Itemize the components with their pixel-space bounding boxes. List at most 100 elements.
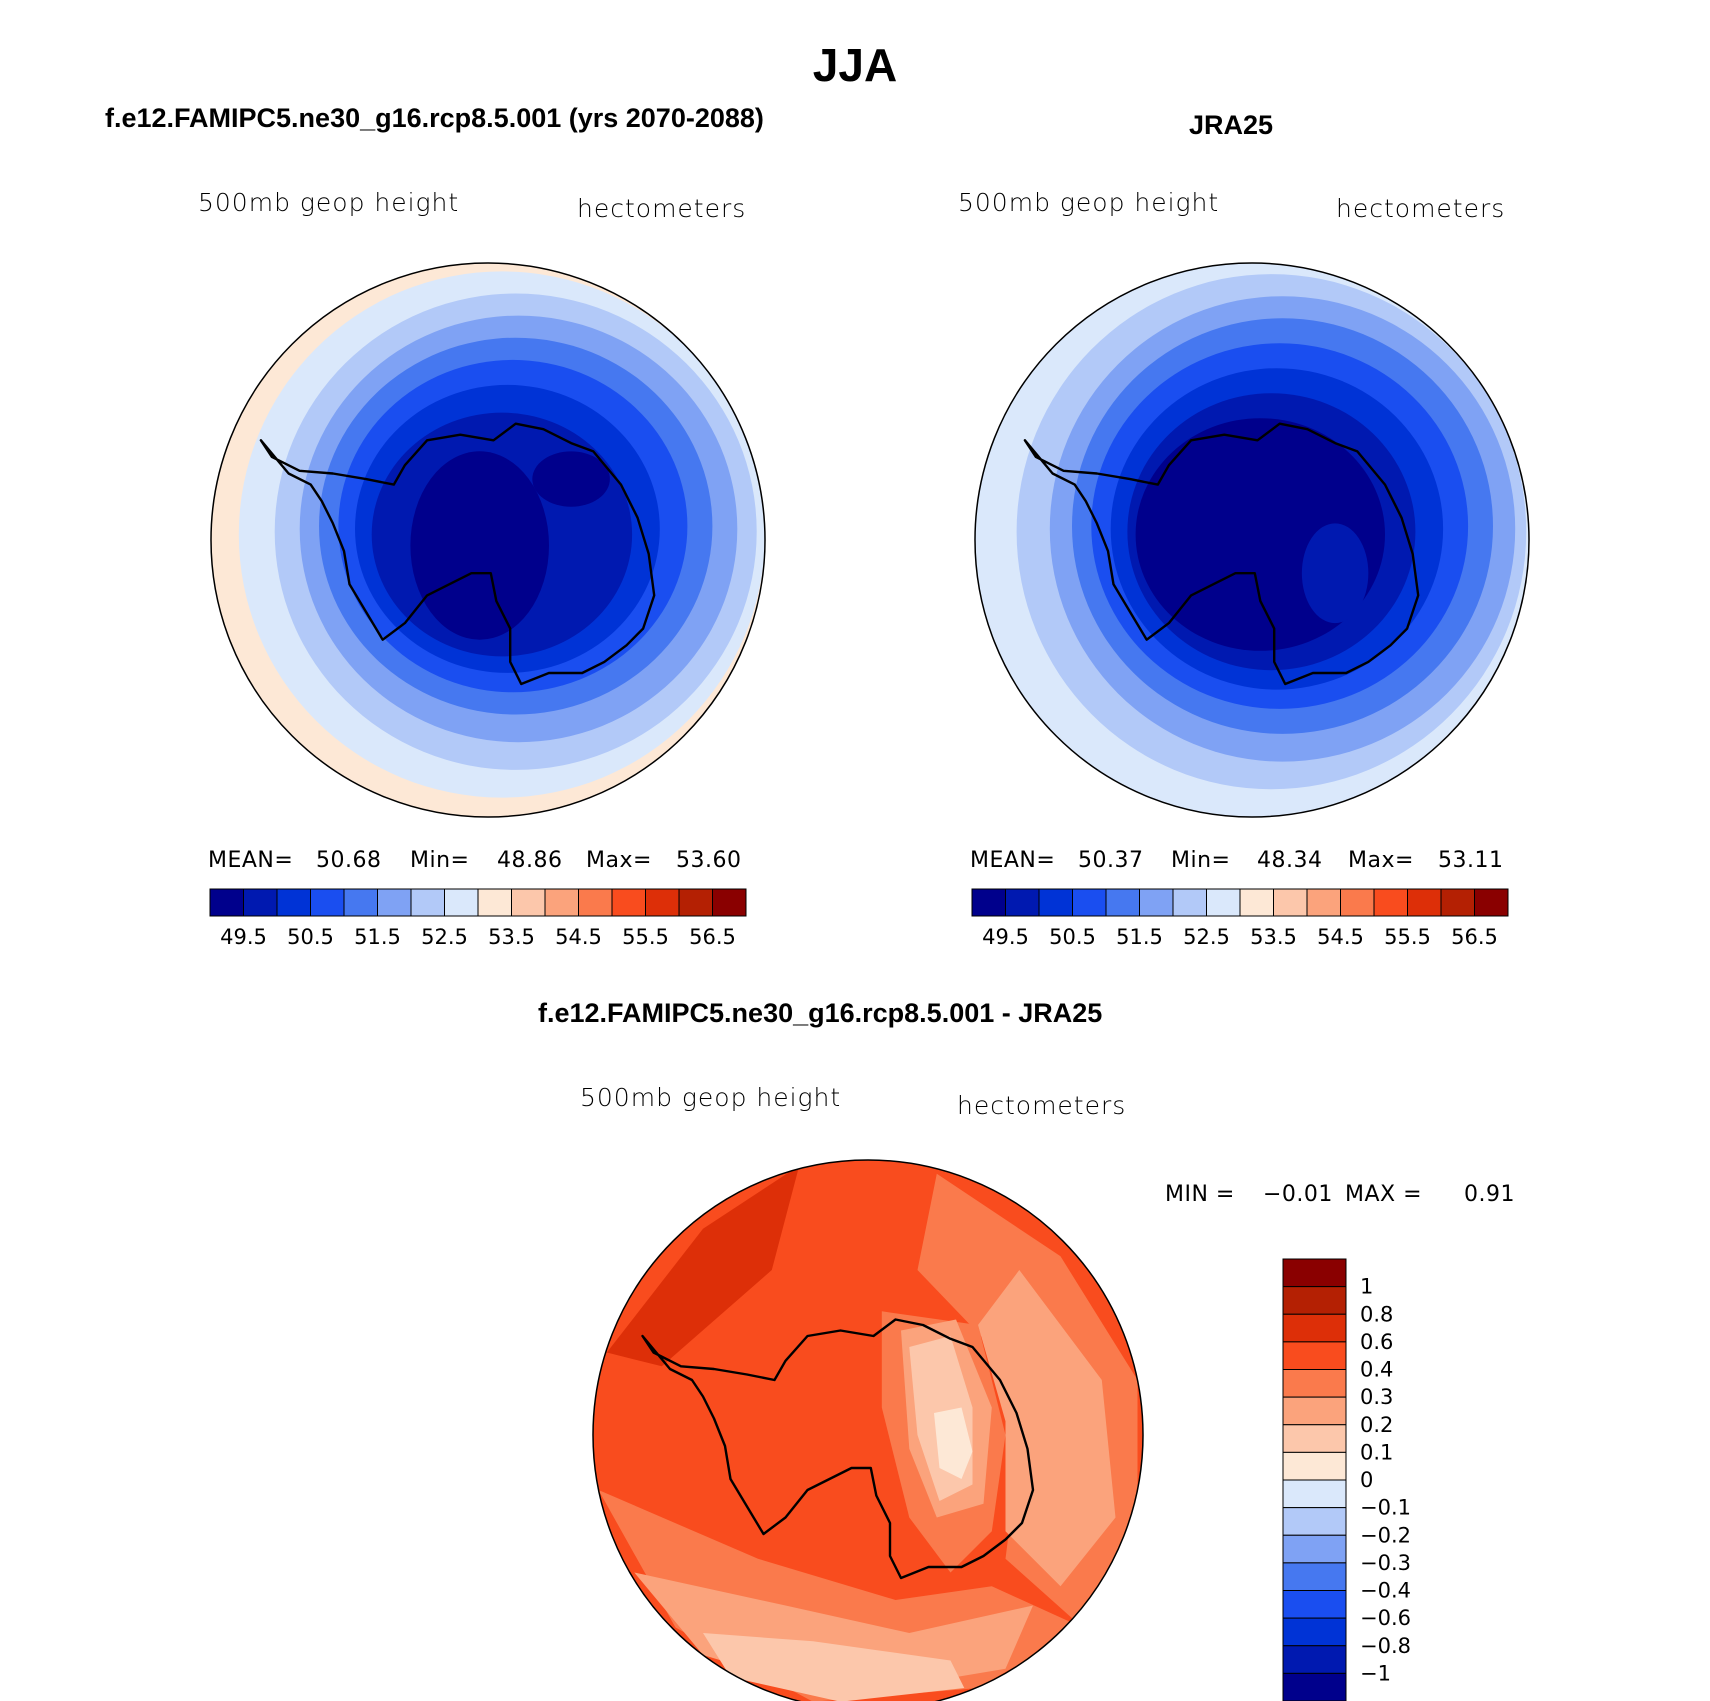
colorbar-tick-label: 0.8 (1360, 1302, 1393, 1326)
colorbar-tick-label: 55.5 (622, 925, 669, 949)
colorbar-tick-label: 54.5 (1317, 925, 1364, 949)
colorbar-swatch (1282, 1672, 1347, 1701)
colorbar-tick-label: 49.5 (982, 925, 1029, 949)
panel1-colorbar: 49.5 50.5 51.5 52.5 53.5 54.5 55.5 56.5 (209, 888, 747, 949)
panel1-max-label: Max= (586, 848, 652, 873)
panel3-colorbar: 1 0.8 0.6 0.4 0.3 0.2 0.1 0 −0.1 −0.2 −0.3 −0.4 −0.6… (1282, 1258, 1411, 1701)
colorbar-swatch (276, 888, 311, 917)
colorbar-tick-label: 0.3 (1360, 1385, 1393, 1409)
colorbar-tick-label: 0.4 (1360, 1358, 1393, 1382)
colorbar-tick-label: −0.1 (1360, 1496, 1411, 1520)
colorbar-swatch (511, 888, 546, 917)
colorbar-swatch (1282, 1396, 1347, 1426)
panel2-units-label: hectometers (1336, 194, 1506, 223)
panel3-units-label: hectometers (957, 1091, 1127, 1120)
colorbar-tick-label: −1 (1360, 1661, 1391, 1685)
colorbar-swatch (1306, 888, 1341, 917)
colorbar-swatch (1239, 888, 1274, 917)
colorbar-tick-label: 0 (1360, 1468, 1373, 1492)
colorbar-tick-label: 1 (1360, 1275, 1373, 1299)
colorbar-swatch (243, 888, 278, 917)
panel2-colorbar: 49.5 50.5 51.5 52.5 53.5 54.5 55.5 56.5 (971, 888, 1509, 949)
colorbar-swatch (1282, 1369, 1347, 1398)
panel2-min-value: 48.34 (1257, 848, 1323, 873)
panel1-low-lobe (532, 451, 610, 507)
colorbar-swatch (544, 888, 579, 917)
panel3-variable-label: 500mb geop height (580, 1083, 842, 1112)
colorbar-swatch (611, 888, 646, 917)
colorbar-tick-label: 49.5 (220, 925, 267, 949)
colorbar-swatch (1407, 888, 1442, 917)
colorbar-tick-label: 50.5 (1049, 925, 1096, 949)
colorbar-swatch (1282, 1562, 1347, 1592)
colorbar-swatch (1282, 1534, 1347, 1564)
colorbar-swatch (1038, 888, 1073, 917)
colorbar-swatch (1282, 1507, 1347, 1536)
colorbar-swatch (1282, 1451, 1347, 1481)
colorbar-tick-label: 51.5 (1116, 925, 1163, 949)
colorbar-swatch (645, 888, 680, 917)
colorbar-tick-label: 54.5 (555, 925, 602, 949)
colorbar-tick-label: 0.2 (1360, 1413, 1393, 1437)
panel1-contour-band-8 (410, 451, 549, 640)
colorbar-tick-label: 53.5 (1250, 925, 1297, 949)
colorbar-swatch (1273, 888, 1308, 917)
colorbar-swatch (971, 888, 1006, 917)
colorbar-tick-label: 0.6 (1360, 1330, 1393, 1354)
colorbar-swatch (1105, 888, 1140, 917)
colorbar-tick-label: 52.5 (1183, 925, 1230, 949)
colorbar-swatch (1282, 1313, 1347, 1343)
colorbar-tick-label: 53.5 (488, 925, 535, 949)
panel2-max-value: 53.11 (1438, 848, 1504, 873)
colorbar-swatch (1282, 1286, 1347, 1315)
panel1-min-value: 48.86 (497, 848, 563, 873)
colorbar-swatch (1072, 888, 1107, 917)
colorbar-swatch (343, 888, 378, 917)
panel2-coastline (1023, 422, 1420, 686)
colorbar-swatch (310, 888, 345, 917)
panel3-min-value: −0.01 (1263, 1182, 1333, 1207)
panel3-title: f.e12.FAMIPC5.ne30_g16.rcp8.5.001 - JRA2… (538, 998, 1103, 1028)
panel2-map-border (974, 262, 1530, 818)
colorbar-swatch (1282, 1479, 1347, 1509)
colorbar-tick-label: −0.6 (1360, 1606, 1411, 1630)
colorbar-tick-label: 51.5 (354, 925, 401, 949)
colorbar-tick-label: 56.5 (689, 925, 736, 949)
colorbar-tick-label: −0.3 (1360, 1551, 1411, 1575)
colorbar-swatch (1005, 888, 1040, 917)
panel2-map (975, 263, 1529, 817)
colorbar-swatch (1340, 888, 1375, 917)
colorbar-swatch (477, 888, 512, 917)
colorbar-swatch (1206, 888, 1241, 917)
colorbar-swatch (377, 888, 412, 917)
panel1-map-border (210, 262, 766, 818)
colorbar-tick-label: −0.2 (1360, 1523, 1411, 1547)
colorbar-swatch (1282, 1341, 1347, 1371)
panel2-band-lobe (1301, 523, 1369, 624)
panel3-map-border (592, 1159, 1144, 1701)
panel3-contour-region-4 (978, 1270, 1116, 1587)
panel3-max-value: 0.91 (1464, 1182, 1515, 1207)
panel2-max-label: Max= (1348, 848, 1414, 873)
colorbar-tick-label: −0.4 (1360, 1579, 1411, 1603)
panel1-mean-value: 50.68 (316, 848, 382, 873)
panel2-mean-label: MEAN= (970, 848, 1056, 873)
colorbar-tick-label: 56.5 (1451, 925, 1498, 949)
colorbar-swatch (444, 888, 479, 917)
colorbar-swatch (410, 888, 445, 917)
panel3-max-label: MAX = (1345, 1182, 1423, 1207)
panel2-title: JRA25 (1189, 110, 1274, 140)
colorbar-tick-label: 50.5 (287, 925, 334, 949)
colorbar-tick-label: 55.5 (1384, 925, 1431, 949)
colorbar-swatch (678, 888, 713, 917)
panel1-map (211, 263, 765, 817)
colorbar-tick-label: 52.5 (421, 925, 468, 949)
colorbar-swatch (1282, 1258, 1347, 1288)
colorbar-swatch (1282, 1617, 1347, 1647)
panel3-coastline (641, 1318, 1035, 1580)
colorbar-swatch (1282, 1645, 1347, 1674)
colorbar-swatch (1282, 1424, 1347, 1453)
colorbar-swatch (712, 888, 747, 917)
panel1-max-value: 53.60 (676, 848, 742, 873)
panel1-units-label: hectometers (577, 194, 747, 223)
